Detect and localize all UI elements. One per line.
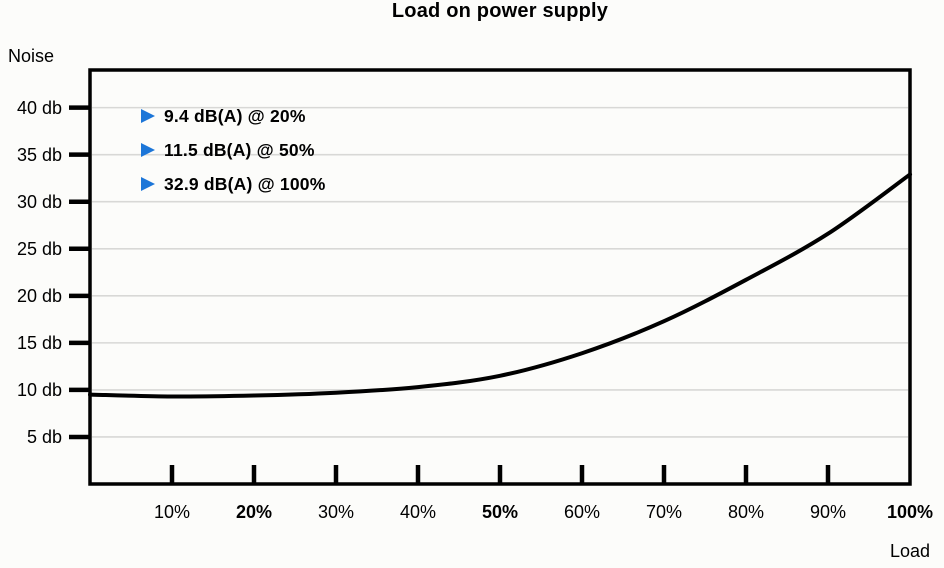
y-tick-label: 15 db <box>16 332 62 353</box>
x-tick-label: 40% <box>399 502 437 522</box>
annotation-item: 9.4 dB(A) @ 20% <box>141 99 326 133</box>
chart-title: Load on power supply <box>391 0 609 22</box>
noise-curve <box>88 172 912 399</box>
y-axis-title: Noise <box>8 46 55 66</box>
triangle-marker-icon <box>141 109 155 123</box>
y-tick-label: 30 db <box>16 191 62 212</box>
y-tick-label: 35 db <box>16 144 62 165</box>
annotation-item: 32.9 dB(A) @ 100% <box>141 167 326 201</box>
x-tick-label: 50% <box>481 502 519 522</box>
annotation-list: 9.4 dB(A) @ 20% 11.5 dB(A) @ 50% 32.9 dB(A… <box>141 99 326 201</box>
y-tick-label: 40 db <box>16 97 62 118</box>
y-tick-label: 10 db <box>16 379 62 400</box>
x-tick-label: 60% <box>563 502 601 522</box>
x-tick-label: 10% <box>153 502 191 522</box>
y-tick-label: 20 db <box>16 285 62 306</box>
triangle-marker-icon <box>141 143 155 157</box>
annotation-label: 9.4 dB(A) @ 20% <box>164 105 306 126</box>
x-tick-label: 90% <box>809 502 847 522</box>
x-tick-label: 100% <box>886 502 934 522</box>
triangle-marker-icon <box>141 177 155 191</box>
x-tick-label: 30% <box>317 502 355 522</box>
annotation-label: 11.5 dB(A) @ 50% <box>164 139 315 160</box>
annotation-label: 32.9 dB(A) @ 100% <box>164 173 326 194</box>
y-tick-label: 25 db <box>16 238 62 259</box>
y-tick-label: 5 db <box>26 426 62 447</box>
plot-border <box>88 68 912 486</box>
annotation-item: 11.5 dB(A) @ 50% <box>141 133 326 167</box>
x-tick-label: 20% <box>235 502 273 522</box>
x-axis-title: Load <box>889 541 931 561</box>
x-tick-label: 70% <box>645 502 683 522</box>
x-tick-label: 80% <box>727 502 765 522</box>
